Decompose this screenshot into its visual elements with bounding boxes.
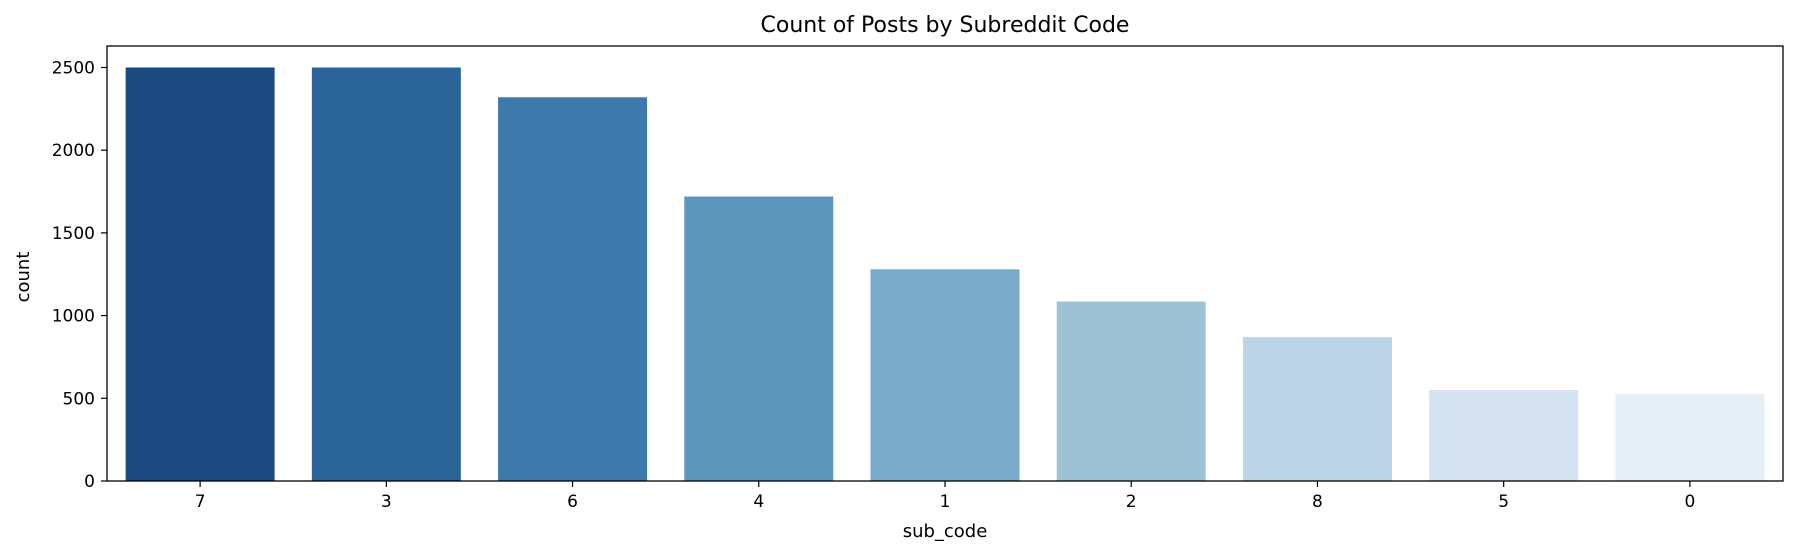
bar-2 bbox=[1056, 301, 1206, 481]
x-tick-label: 3 bbox=[381, 492, 392, 512]
bar-5 bbox=[1429, 390, 1579, 481]
y-tick-label: 1500 bbox=[52, 224, 95, 244]
plot-frame bbox=[106, 45, 1784, 482]
x-axis-label: sub_code bbox=[903, 521, 988, 542]
bar-4 bbox=[684, 196, 834, 481]
y-tick-label: 2500 bbox=[52, 59, 95, 79]
bar-0 bbox=[1615, 394, 1765, 481]
y-axis-label: count bbox=[13, 252, 34, 303]
bars-layer bbox=[125, 67, 1765, 482]
x-tick-label: 5 bbox=[1498, 492, 1509, 512]
y-tick-label: 500 bbox=[63, 389, 95, 409]
bar-6 bbox=[498, 97, 648, 481]
x-tick-label: 7 bbox=[195, 492, 206, 512]
bar-7 bbox=[125, 67, 275, 482]
chart-title: Count of Posts by Subreddit Code bbox=[761, 13, 1130, 38]
x-tick-label: 2 bbox=[1126, 492, 1137, 512]
y-tick-label: 0 bbox=[84, 472, 95, 492]
x-axis-ticks: 7 3 6 4 1 2 8 5 0 bbox=[195, 481, 1695, 512]
x-tick-label: 8 bbox=[1312, 492, 1323, 512]
bar-3 bbox=[311, 67, 461, 482]
bar-1 bbox=[870, 269, 1020, 481]
x-tick-label: 1 bbox=[940, 492, 951, 512]
y-axis-ticks: 0 500 1000 1500 2000 2500 bbox=[52, 59, 107, 492]
x-tick-label: 4 bbox=[753, 492, 764, 512]
bar-8 bbox=[1242, 337, 1392, 481]
x-tick-label: 0 bbox=[1684, 492, 1695, 512]
y-tick-label: 1000 bbox=[52, 307, 95, 327]
x-tick-label: 6 bbox=[567, 492, 578, 512]
y-tick-label: 2000 bbox=[52, 141, 95, 161]
